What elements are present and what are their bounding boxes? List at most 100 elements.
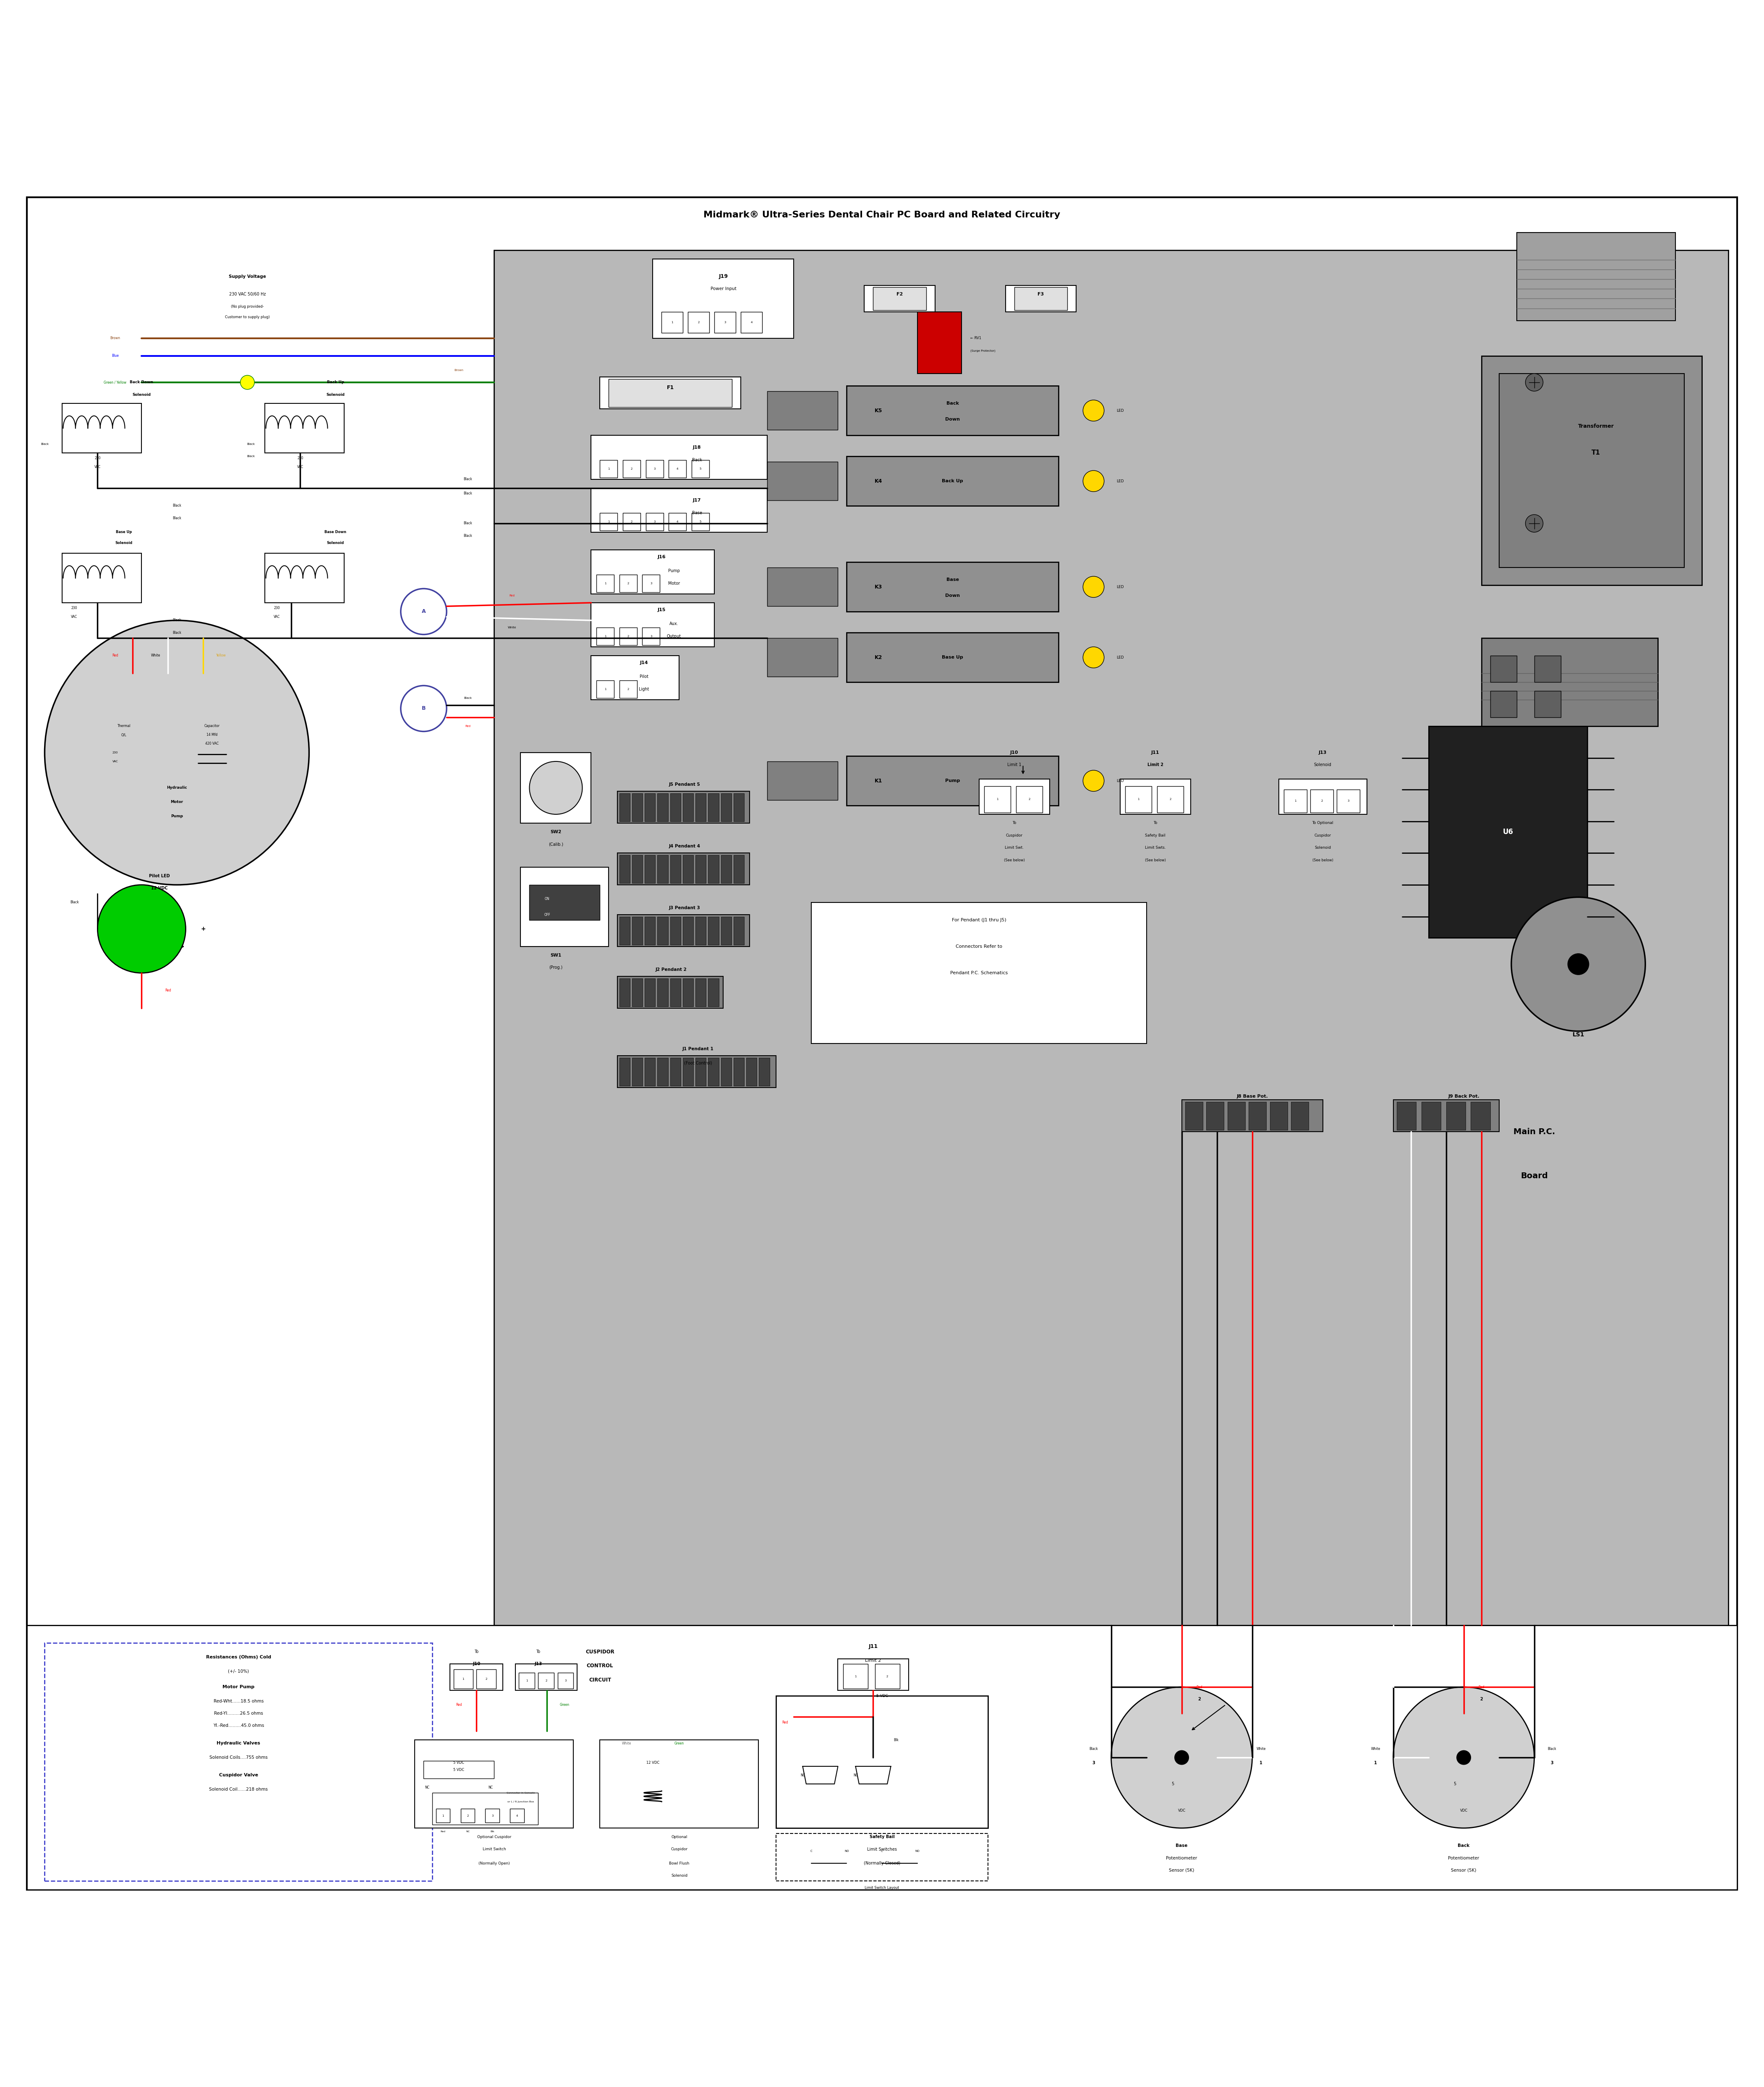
Text: 2: 2: [467, 1814, 469, 1818]
Bar: [695, 979, 706, 1006]
Text: Black: Black: [247, 455, 254, 457]
Text: Green / Yellow: Green / Yellow: [104, 380, 127, 384]
Bar: [596, 680, 614, 697]
Bar: [662, 311, 683, 334]
Text: J13: J13: [1319, 751, 1327, 755]
Text: Red: Red: [466, 724, 471, 728]
Text: 1: 1: [1374, 1761, 1378, 1766]
Bar: [721, 793, 732, 822]
Text: Red: Red: [113, 653, 118, 657]
Text: 2: 2: [628, 634, 630, 637]
Text: Base: Base: [946, 578, 960, 582]
Text: 2: 2: [485, 1678, 487, 1680]
Circle shape: [1457, 1751, 1471, 1766]
Bar: [767, 390, 838, 430]
Bar: [864, 286, 935, 311]
Text: Limit 2: Limit 2: [1147, 764, 1162, 768]
Bar: [617, 977, 723, 1008]
Bar: [596, 628, 614, 645]
Text: Back Up: Back Up: [326, 380, 344, 384]
Text: Resistances (Ohms) Cold: Resistances (Ohms) Cold: [206, 1655, 272, 1659]
Text: Limit Swt.: Limit Swt.: [1005, 845, 1023, 849]
Text: Black: Black: [464, 493, 473, 495]
Bar: [721, 916, 732, 945]
Bar: [1422, 1102, 1441, 1129]
Bar: [767, 461, 838, 501]
Text: 230: 230: [71, 605, 78, 609]
Text: 2: 2: [699, 321, 700, 323]
Text: or L / R Junction Box: or L / R Junction Box: [508, 1801, 534, 1803]
Bar: [644, 856, 654, 883]
Text: LED: LED: [1117, 655, 1124, 659]
Text: 1: 1: [1295, 799, 1297, 801]
Bar: [1014, 288, 1067, 311]
Text: LED: LED: [1117, 409, 1124, 413]
Bar: [691, 459, 709, 478]
Text: Red: Red: [1196, 1684, 1203, 1688]
Text: Safety Bail: Safety Bail: [1145, 833, 1166, 837]
Text: Safety Bail: Safety Bail: [870, 1834, 894, 1839]
Text: Pump: Pump: [946, 778, 960, 783]
Bar: [1228, 1102, 1245, 1129]
Text: C: C: [810, 1849, 813, 1853]
Text: Pump: Pump: [171, 814, 183, 818]
Bar: [632, 979, 642, 1006]
Text: VAC: VAC: [113, 760, 118, 762]
Bar: [44, 1642, 432, 1880]
Bar: [695, 793, 706, 822]
Text: White: White: [621, 1741, 632, 1745]
Text: Base Down: Base Down: [325, 530, 346, 534]
Bar: [617, 914, 750, 947]
Text: CIRCUIT: CIRCUIT: [589, 1678, 610, 1682]
Bar: [494, 250, 1729, 1626]
Text: F3: F3: [1037, 292, 1044, 296]
Text: 12 VDC: 12 VDC: [646, 1761, 660, 1766]
Text: (See below): (See below): [1004, 858, 1025, 862]
Text: 230: 230: [113, 751, 118, 753]
Bar: [695, 1058, 706, 1085]
Bar: [838, 1659, 908, 1690]
Bar: [741, 311, 762, 334]
Text: Base: Base: [1177, 1843, 1187, 1847]
Text: SW1: SW1: [550, 954, 561, 958]
Text: Pilot LED: Pilot LED: [148, 874, 169, 879]
Bar: [688, 311, 709, 334]
Bar: [1207, 1102, 1224, 1129]
Text: Black: Black: [464, 478, 473, 482]
Text: For Pendant (J1 thru J5): For Pendant (J1 thru J5): [953, 918, 1005, 922]
Bar: [1535, 655, 1561, 682]
Text: Down: Down: [946, 417, 960, 422]
Text: J17: J17: [693, 499, 700, 503]
Bar: [596, 574, 614, 593]
Text: 3: 3: [654, 467, 656, 470]
Bar: [600, 1741, 759, 1828]
Bar: [26, 1626, 1738, 1889]
Text: 5 VDC: 5 VDC: [877, 1695, 887, 1697]
Text: 3: 3: [492, 1814, 494, 1818]
Text: Power Input: Power Input: [711, 286, 736, 290]
Bar: [1005, 286, 1076, 311]
Text: CUSPIDOR: CUSPIDOR: [586, 1649, 614, 1655]
Bar: [423, 1761, 494, 1778]
Text: Optional: Optional: [672, 1834, 688, 1839]
Bar: [1311, 789, 1334, 812]
Bar: [767, 568, 838, 605]
Text: 5: 5: [1454, 1782, 1457, 1786]
Text: Limit Swts.: Limit Swts.: [1145, 845, 1166, 849]
Text: 1: 1: [609, 520, 610, 524]
Bar: [776, 1697, 988, 1828]
Circle shape: [1083, 401, 1104, 422]
Text: 3: 3: [1092, 1761, 1095, 1766]
Text: Bowl Flush: Bowl Flush: [669, 1862, 690, 1866]
Text: 3: 3: [651, 634, 653, 637]
Text: NO: NO: [845, 1849, 848, 1853]
Text: 2: 2: [1480, 1697, 1484, 1701]
Text: Red-Yl.........26.5 ohms: Red-Yl.........26.5 ohms: [213, 1711, 263, 1716]
Bar: [658, 979, 669, 1006]
Text: 3: 3: [1551, 1761, 1554, 1766]
Text: Sensor (5K): Sensor (5K): [1452, 1868, 1476, 1872]
Text: Pilot: Pilot: [640, 674, 649, 678]
Text: To Optional: To Optional: [1312, 820, 1334, 824]
Bar: [646, 513, 663, 530]
Text: To: To: [1013, 820, 1016, 824]
